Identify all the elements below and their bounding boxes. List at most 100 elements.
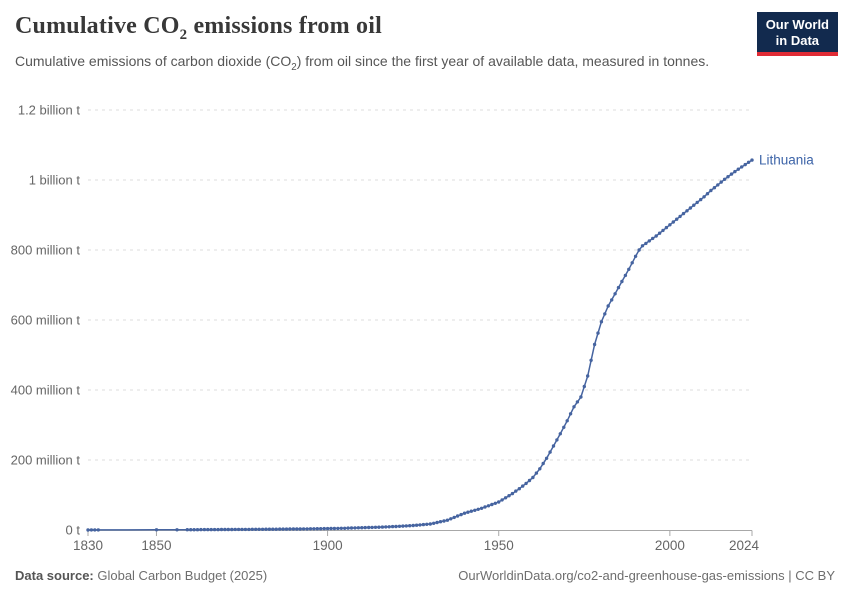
series-point: [301, 527, 306, 531]
series-point: [462, 511, 467, 515]
series-point: [743, 162, 747, 167]
series-point: [575, 400, 580, 404]
series-point: [332, 526, 337, 531]
entity-label-lithuania: Lithuania: [759, 153, 814, 168]
series-point: [531, 475, 535, 480]
series-point: [254, 527, 258, 531]
series-point: [517, 487, 521, 491]
x-tick-label: 2024: [729, 538, 760, 553]
series-point: [418, 523, 422, 527]
series-point: [664, 225, 669, 230]
series-point: [510, 491, 515, 496]
series-point: [476, 507, 480, 511]
chart-subtitle-text: Cumulative emissions of carbon dioxide (…: [15, 53, 292, 69]
series-point: [185, 528, 189, 532]
series-point: [260, 527, 265, 531]
series-point: [312, 527, 316, 531]
series-point: [716, 183, 720, 187]
x-tick-label: 2000: [655, 538, 685, 553]
series-point: [551, 444, 556, 448]
series-point: [562, 425, 566, 429]
series-point: [370, 525, 374, 530]
series-point: [432, 521, 436, 525]
series-point: [712, 186, 717, 190]
series-line-lithuania: [87, 159, 753, 531]
series-point: [377, 525, 381, 529]
series-point: [558, 432, 562, 436]
series-point: [89, 528, 94, 532]
x-tick-label: 1950: [484, 538, 514, 553]
series-point: [219, 527, 224, 532]
series-point: [404, 524, 408, 528]
series-point: [750, 158, 754, 162]
series-point: [548, 450, 552, 454]
series-point: [473, 508, 477, 512]
footer-link[interactable]: OurWorldinData.org/co2-and-greenhouse-ga…: [458, 568, 835, 583]
series-point: [572, 405, 576, 409]
series-point: [603, 312, 607, 316]
series-point: [729, 172, 734, 176]
series-point: [278, 527, 282, 531]
series-point: [606, 304, 610, 308]
series-point: [637, 248, 641, 252]
series-point: [469, 509, 473, 513]
chart-title: Cumulative CO2 emissions from oil: [15, 13, 382, 42]
series-point: [247, 527, 251, 532]
series-point: [96, 528, 101, 532]
series-point: [726, 175, 730, 179]
series-point: [705, 192, 710, 196]
series-point: [620, 279, 624, 284]
series-point: [709, 188, 713, 193]
y-tick-label: 400 million t: [11, 383, 81, 398]
chart-subtitle: Cumulative emissions of carbon dioxide (…: [15, 52, 717, 72]
series-point: [633, 254, 638, 258]
series-point: [295, 527, 299, 531]
series-point: [212, 527, 217, 532]
y-tick-label: 800 million t: [11, 243, 81, 258]
series-point: [486, 504, 491, 508]
owid-logo-line1: Our World: [765, 17, 829, 32]
series-point: [657, 231, 662, 235]
series-point: [308, 527, 313, 531]
series-point: [534, 471, 539, 475]
series-point: [373, 525, 378, 529]
series-point: [527, 478, 532, 483]
series-point: [226, 527, 230, 532]
series-point: [349, 526, 354, 530]
series-point: [497, 500, 501, 504]
series-point: [610, 298, 614, 302]
series-point: [740, 165, 744, 169]
y-tick-label: 600 million t: [11, 313, 81, 328]
series-point: [675, 217, 679, 221]
series-point: [685, 209, 689, 213]
series-point: [695, 200, 699, 205]
series-point: [353, 526, 357, 530]
chart-title-text: Cumulative CO: [15, 13, 180, 39]
series-point: [257, 527, 261, 531]
series-point: [688, 206, 693, 210]
series-point: [613, 292, 617, 296]
series-point: [339, 526, 343, 530]
series-point: [466, 510, 470, 514]
series-point: [479, 506, 484, 510]
series-point: [544, 456, 549, 460]
series-point: [384, 525, 388, 529]
series-point: [568, 412, 573, 416]
series-point: [291, 527, 296, 531]
series-point: [421, 522, 426, 527]
series-point: [315, 527, 319, 531]
series-point: [284, 527, 289, 531]
series-point: [271, 527, 275, 531]
series-point: [736, 167, 740, 171]
series-point: [692, 203, 696, 207]
series-point: [243, 527, 248, 532]
series-point: [390, 524, 395, 529]
series-point: [322, 526, 326, 531]
series-point: [305, 527, 309, 531]
series-point: [746, 160, 751, 164]
series-point: [367, 525, 371, 530]
owid-logo[interactable]: Our World in Data: [756, 12, 838, 56]
series-point: [678, 214, 682, 219]
y-tick-label: 1.2 billion t: [18, 103, 81, 118]
